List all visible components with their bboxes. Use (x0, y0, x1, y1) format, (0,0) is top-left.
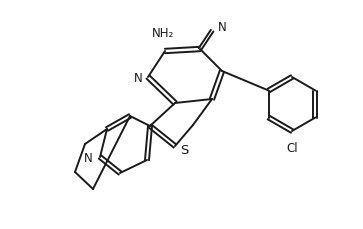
Text: NH₂: NH₂ (152, 27, 174, 40)
Text: S: S (180, 143, 188, 156)
Text: Cl: Cl (286, 141, 298, 154)
Text: N: N (134, 71, 143, 84)
Text: N: N (218, 21, 227, 34)
Text: N: N (84, 151, 93, 164)
